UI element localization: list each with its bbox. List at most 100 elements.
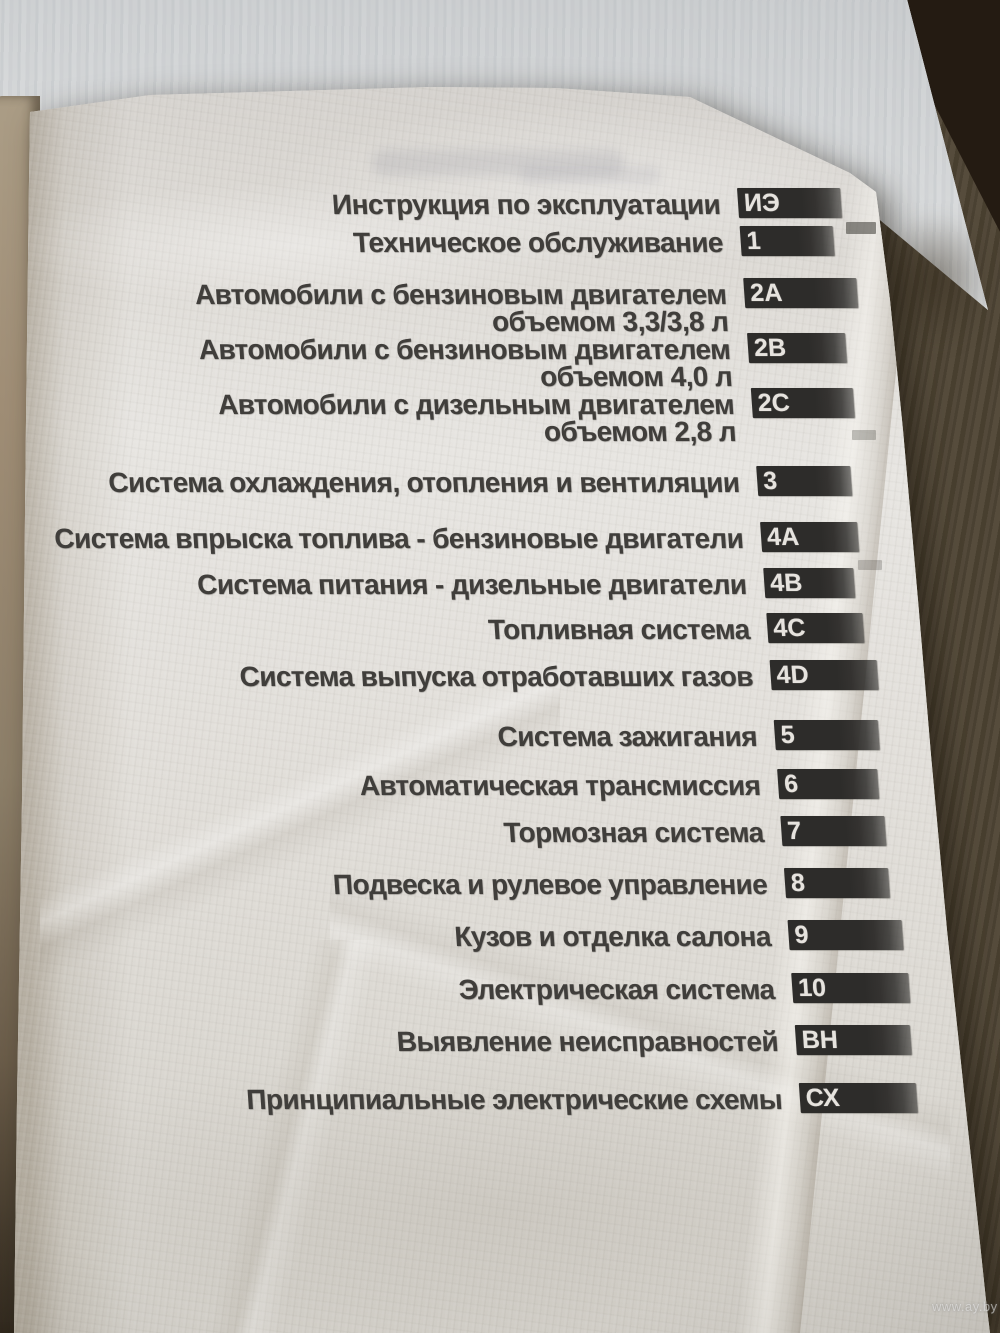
- section-tab: ВН: [794, 1025, 912, 1055]
- section-tab-label: 4C: [772, 614, 807, 642]
- section-tab-label: ВН: [800, 1026, 839, 1054]
- page-edge-mark: [852, 430, 876, 440]
- section-tab-label: 2C: [756, 389, 791, 417]
- toc-entry-title: Выявление неисправностей: [395, 1026, 779, 1057]
- section-tab: 4C: [766, 613, 865, 643]
- toc-title-line: Кузов и отделка салона: [453, 921, 772, 952]
- toc-entry-title: Автоматическая трансмиссия: [358, 770, 762, 801]
- toc-entry-title: Система питания - дизельные двигатели: [196, 569, 748, 600]
- section-tab-label: СХ: [804, 1084, 841, 1112]
- toc-entry: Электрическая система 10: [67, 973, 929, 1008]
- toc-entry-title: Система выпуска отработавших газов: [238, 661, 754, 692]
- toc-entry: Тормозная система 7: [57, 816, 919, 851]
- toc-entry: Инструкция по эксплуатации ИЭ: [14, 188, 875, 223]
- toc-title-line: Электрическая система: [457, 974, 776, 1005]
- section-tab-label: 5: [779, 721, 796, 749]
- toc-title-line: объемом 4,0 л: [539, 361, 734, 392]
- toc-entry-title: Подвеска и рулевое управление: [331, 869, 769, 900]
- toc-title-line: Автомобили с дизельным двигателем: [216, 389, 736, 420]
- section-tab: 5: [773, 720, 880, 750]
- toc-entry-title: Система охлаждения, отопления и вентиляц…: [107, 467, 741, 498]
- toc-title-line: объемом 3,3/3,8 л: [490, 306, 730, 337]
- toc-entry-title: Автомобили с бензиновым двигателем объем…: [197, 334, 734, 392]
- section-tab: 4D: [769, 660, 879, 690]
- toc-title-line: Автомобили с бензиновым двигателем: [197, 334, 732, 365]
- toc-entry: Система впрыска топлива - бензиновые дви…: [36, 522, 898, 557]
- toc-entry: Кузов и отделка салона 9: [64, 920, 926, 955]
- toc-entry-title: Кузов и отделка салона: [453, 921, 772, 952]
- toc-entry-title: Система зажигания: [496, 721, 758, 752]
- toc-title-line: Подвеска и рулевое управление: [331, 869, 769, 900]
- section-tab: 4A: [760, 522, 860, 552]
- section-tab-label: 6: [783, 770, 800, 798]
- toc-entry-title: Техническое обслуживание: [352, 227, 724, 258]
- section-tab: 8: [783, 868, 891, 898]
- section-tab-label: 4B: [769, 569, 804, 597]
- toc-entry: Система охлаждения, отопления и вентиляц…: [32, 466, 894, 501]
- toc-title-line: Инструкция по эксплуатации: [330, 189, 722, 220]
- toc-title-line: Система питания - дизельные двигатели: [196, 569, 748, 600]
- section-tab: 7: [780, 816, 887, 846]
- section-tab: 3: [756, 466, 853, 496]
- section-tab: 9: [787, 920, 904, 950]
- page-edge-mark: [858, 560, 882, 570]
- toc-entry-title: Инструкция по эксплуатации: [330, 189, 722, 220]
- section-tab: 6: [777, 769, 880, 799]
- toc-entry: Автомобили с бензиновым двигателем объем…: [19, 278, 881, 337]
- toc-title-line: Выявление неисправностей: [395, 1026, 779, 1057]
- toc-entry: Система зажигания 5: [50, 720, 912, 755]
- page-edge-mark: [846, 222, 876, 234]
- section-tab-label: 4D: [775, 661, 810, 689]
- toc-title-line: Система охлаждения, отопления и вентиляц…: [107, 467, 741, 498]
- section-tab-label: 1: [745, 227, 762, 255]
- toc-entry: Топливная система 4C: [43, 613, 905, 648]
- watermark: www.ay.by: [932, 1299, 998, 1314]
- toc-entry-title: Электрическая система: [457, 974, 776, 1005]
- toc-entry: Подвеска и рулевое управление 8: [60, 868, 922, 903]
- toc-entry: Принципиальные электрические схемы СХ: [75, 1083, 937, 1118]
- toc-entry: Система питания - дизельные двигатели 4B: [39, 568, 901, 603]
- bleedthrough-smudge: [372, 150, 624, 176]
- section-tab-label: 7: [786, 817, 803, 845]
- section-tab: ИЭ: [736, 188, 843, 218]
- section-tab-label: 10: [797, 974, 828, 1002]
- toc-entry-title: Принципиальные электрические схемы: [245, 1084, 783, 1115]
- toc-title-line: Принципиальные электрические схемы: [245, 1084, 783, 1115]
- toc-entry: Автомобили с бензиновым двигателем объем…: [23, 333, 885, 392]
- toc-title-line: Топливная система: [487, 614, 751, 645]
- toc-entry: Автомобили с дизельным двигателем объемо…: [27, 388, 889, 447]
- toc-title-line: Система выпуска отработавших газов: [238, 661, 754, 692]
- toc-entry: Автоматическая трансмиссия 6: [53, 769, 915, 804]
- section-tab: 2A: [743, 278, 859, 308]
- section-tab: 10: [791, 973, 911, 1003]
- section-tab: 1: [739, 226, 835, 256]
- section-tab-label: ИЭ: [743, 189, 781, 217]
- section-tab-label: 2B: [753, 334, 787, 362]
- toc-entry: Выявление неисправностей ВН: [71, 1025, 933, 1060]
- toc-entry-title: Автомобили с дизельным двигателем объемо…: [216, 389, 737, 447]
- section-tab: 2B: [746, 333, 848, 363]
- toc-entry-title: Топливная система: [487, 614, 751, 645]
- toc-entry-title: Система впрыска топлива - бензиновые дви…: [53, 523, 745, 554]
- section-tab: СХ: [798, 1083, 918, 1113]
- section-tab-label: 3: [762, 467, 779, 495]
- toc-title-line: Автомобили с бензиновым двигателем: [193, 279, 728, 310]
- toc-entry-title: Автомобили с бензиновым двигателем объем…: [193, 279, 730, 337]
- toc-title-line: Система зажигания: [496, 721, 758, 752]
- bleedthrough-smudge: [520, 166, 660, 184]
- section-tab-label: 4A: [766, 523, 801, 551]
- toc-title-line: Тормозная система: [502, 817, 765, 848]
- section-tab-label: 9: [793, 921, 810, 949]
- toc-title-line: Автоматическая трансмиссия: [358, 770, 762, 801]
- section-tab-label: 8: [790, 869, 806, 897]
- toc-title-line: Система впрыска топлива - бензиновые дви…: [53, 523, 745, 554]
- toc-entry: Техническое обслуживание 1: [16, 226, 878, 261]
- section-tab: 2C: [750, 388, 855, 418]
- section-tab-label: 2A: [749, 279, 784, 307]
- section-tab: 4B: [763, 568, 856, 598]
- toc-title-line: Техническое обслуживание: [352, 227, 724, 258]
